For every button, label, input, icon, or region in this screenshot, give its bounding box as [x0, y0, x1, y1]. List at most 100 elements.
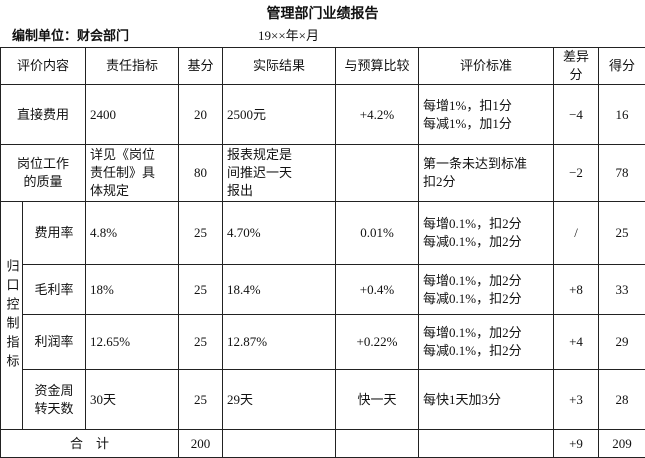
cell-line: 4.70%	[227, 224, 331, 242]
header-row: 评价内容责任指标基分实际结果与预算比较评价标准差异分得分	[1, 48, 645, 85]
cell-line: 每减0.1%，扣2分	[423, 342, 549, 360]
cell-line: 12.87%	[227, 333, 331, 351]
actual: 18.4%	[223, 265, 336, 315]
cell-line: 每增0.1%，加2分	[423, 324, 549, 342]
cell	[223, 430, 336, 458]
item: 直接费用	[1, 85, 86, 145]
target: 4.8%	[86, 202, 179, 265]
score: 25	[599, 202, 645, 265]
compare: +0.22%	[336, 315, 419, 370]
total-base: 200	[179, 430, 223, 458]
column-header: 与预算比较	[336, 48, 419, 85]
cell-line: 每增0.1%，扣2分	[423, 215, 549, 233]
item: 毛利率	[23, 265, 86, 315]
compare: 快一天	[336, 370, 419, 430]
column-header: 得分	[599, 48, 645, 85]
actual: 12.87%	[223, 315, 336, 370]
base: 25	[179, 315, 223, 370]
base: 25	[179, 202, 223, 265]
score: 29	[599, 315, 645, 370]
standard: 每增0.1%，加2分每减0.1%，扣2分	[419, 265, 554, 315]
cell-line: 直接费用	[5, 106, 81, 124]
cell-line: 2400	[90, 106, 174, 124]
standard: 每增0.1%，加2分每减0.1%，扣2分	[419, 315, 554, 370]
compare: 0.01%	[336, 202, 419, 265]
column-header: 基分	[179, 48, 223, 85]
standard: 每增0.1%，扣2分每减0.1%，加2分	[419, 202, 554, 265]
column-header: 实际结果	[223, 48, 336, 85]
cell-line: 报出	[227, 182, 331, 200]
diff: +8	[554, 265, 599, 315]
cell-line: 每快1天加3分	[423, 391, 549, 409]
cell-line: 每减1%，加1分	[423, 115, 549, 133]
target: 详见《岗位责任制》具体规定	[86, 145, 179, 202]
item: 资金周转天数	[23, 370, 86, 430]
diff: −4	[554, 85, 599, 145]
actual: 报表规定是间推迟一天报出	[223, 145, 336, 202]
item: 岗位工作的质量	[1, 145, 86, 202]
cell-line: 4.8%	[90, 224, 174, 242]
cell-line: 岗位工作	[5, 155, 81, 173]
cell-line: 报表规定是	[227, 146, 331, 164]
cell-line: 毛利率	[27, 281, 81, 299]
compare	[336, 145, 419, 202]
cell-line: 18%	[90, 281, 174, 299]
standard: 第一条未达到标准扣2分	[419, 145, 554, 202]
cell	[336, 430, 419, 458]
cell-line: 每增0.1%，加2分	[423, 272, 549, 290]
report-title: 管理部门业绩报告	[0, 3, 645, 23]
cell-line: 每减0.1%，加2分	[423, 233, 549, 251]
score: 16	[599, 85, 645, 145]
cell-line: 第一条未达到标准	[423, 155, 549, 173]
cell	[419, 430, 554, 458]
column-header: 差异分	[554, 48, 599, 85]
diff: +4	[554, 315, 599, 370]
target: 12.65%	[86, 315, 179, 370]
cell-line: 29天	[227, 391, 331, 409]
column-header: 责任指标	[86, 48, 179, 85]
cell-line: 利润率	[27, 333, 81, 351]
cell-line: 30天	[90, 391, 174, 409]
diff: +3	[554, 370, 599, 430]
cell-line: 责任制》具	[90, 164, 174, 182]
item: 利润率	[23, 315, 86, 370]
compare: +0.4%	[336, 265, 419, 315]
cell-line: 2500元	[227, 106, 331, 124]
base: 80	[179, 145, 223, 202]
standard: 每快1天加3分	[419, 370, 554, 430]
cell-line: 间推迟一天	[227, 164, 331, 182]
cell-line: 12.65%	[90, 333, 174, 351]
date: 19××年×月	[258, 25, 319, 44]
total-score: 209	[599, 430, 645, 458]
diff: −2	[554, 145, 599, 202]
cell-line: 体规定	[90, 182, 174, 200]
score: 28	[599, 370, 645, 430]
column-header: 评价标准	[419, 48, 554, 85]
total-diff: +9	[554, 430, 599, 458]
cell-line: 详见《岗位	[90, 146, 174, 164]
compare: +4.2%	[336, 85, 419, 145]
actual: 2500元	[223, 85, 336, 145]
diff: /	[554, 202, 599, 265]
cell-line: 的质量	[5, 173, 81, 191]
base: 20	[179, 85, 223, 145]
target: 18%	[86, 265, 179, 315]
unit: 编制单位：财会部门	[12, 25, 129, 44]
target: 30天	[86, 370, 179, 430]
column-header: 评价内容	[1, 48, 86, 85]
actual: 4.70%	[223, 202, 336, 265]
cell-line: 每减0.1%，扣2分	[423, 290, 549, 308]
target: 2400	[86, 85, 179, 145]
base: 25	[179, 265, 223, 315]
cell-line: 每增1%，扣1分	[423, 97, 549, 115]
cell-line: 资金周	[27, 382, 81, 400]
standard: 每增1%，扣1分每减1%，加1分	[419, 85, 554, 145]
cell-line: 转天数	[27, 400, 81, 418]
base: 25	[179, 370, 223, 430]
